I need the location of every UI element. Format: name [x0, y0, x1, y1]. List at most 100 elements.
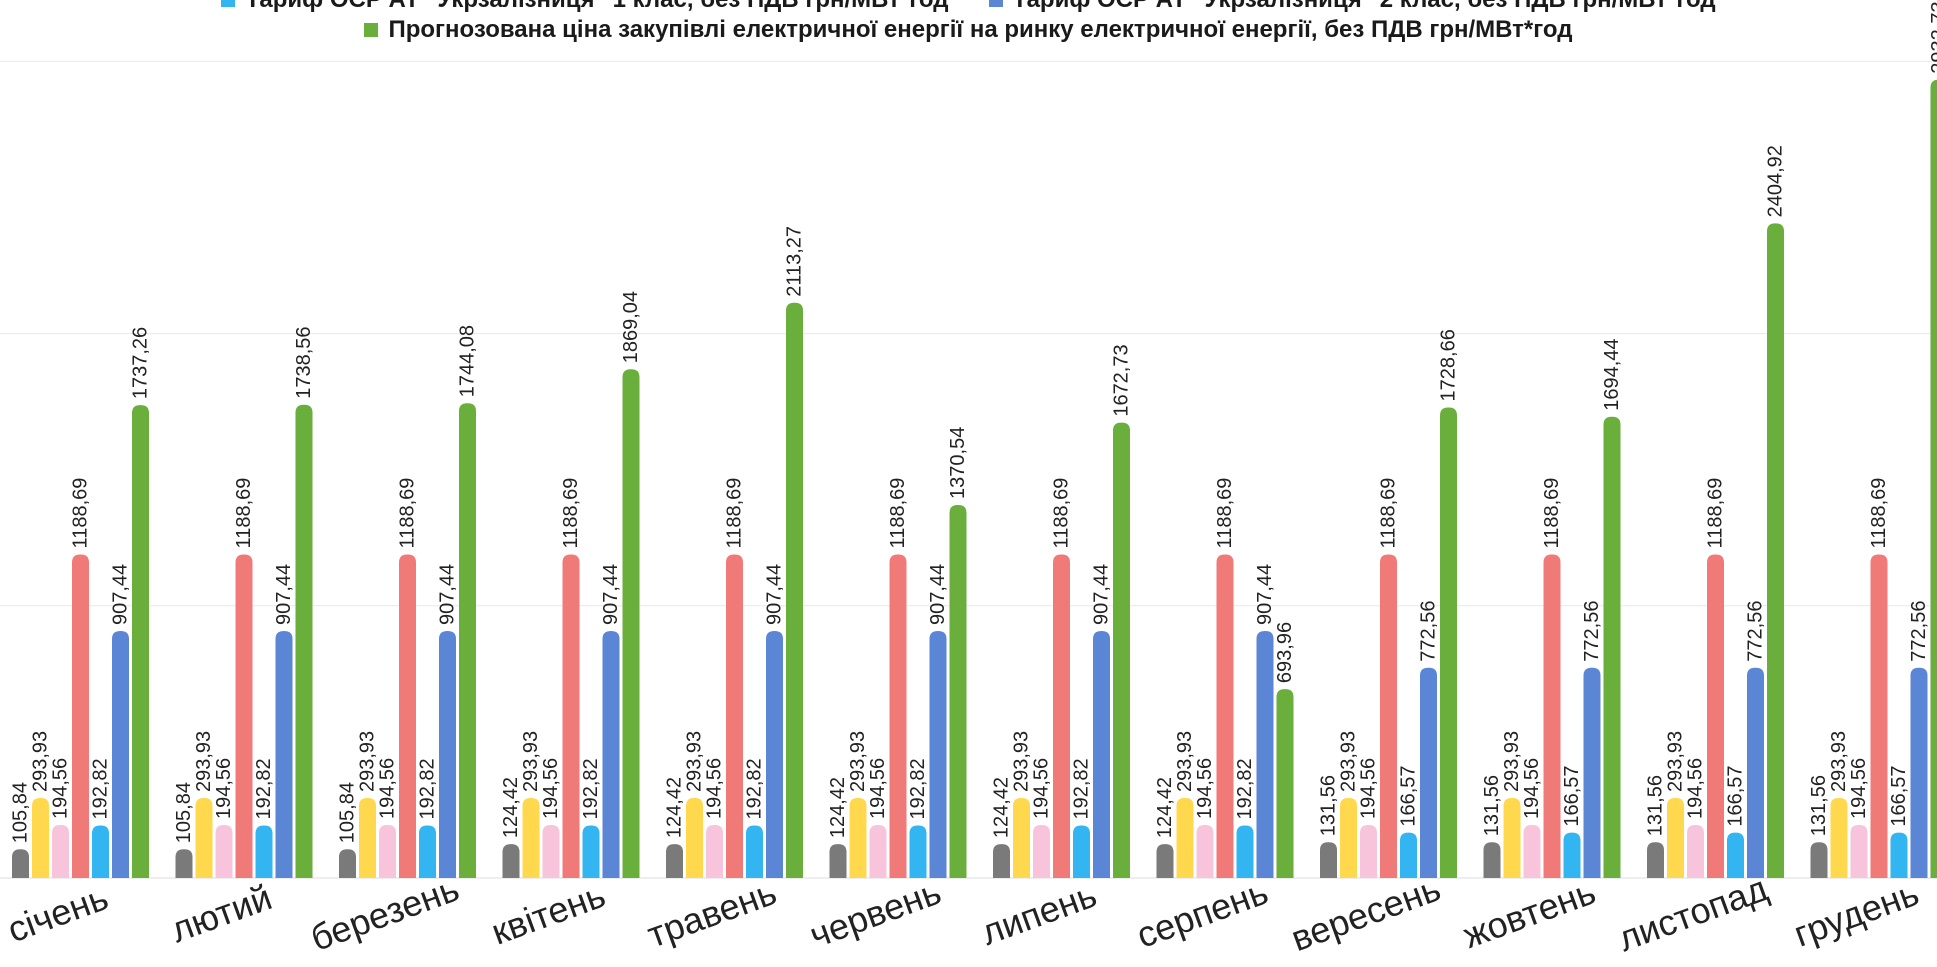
data-label: 907,44 [600, 564, 622, 625]
bar [1320, 842, 1337, 878]
data-label: 166,57 [1725, 765, 1747, 826]
category-label: червень [804, 871, 946, 956]
bar [706, 825, 723, 878]
data-label: 1188,69 [724, 478, 746, 549]
bar [276, 631, 293, 878]
data-label: 907,44 [437, 564, 459, 625]
bar [523, 798, 540, 878]
bar [1707, 554, 1724, 878]
data-label: 124,42 [1154, 777, 1176, 838]
data-label: 1694,44 [1601, 338, 1623, 410]
data-label: 907,44 [764, 564, 786, 625]
bar [766, 631, 783, 878]
bar [1564, 833, 1581, 878]
data-label: 772,56 [1418, 601, 1440, 662]
bar [1667, 798, 1684, 878]
bar [1113, 423, 1130, 878]
bar [1197, 825, 1214, 878]
category-label: липень [976, 874, 1102, 953]
bar [726, 554, 743, 878]
bar [910, 826, 927, 878]
bar [870, 825, 887, 878]
data-label: 907,44 [927, 564, 949, 625]
data-label: 1188,69 [1541, 478, 1563, 549]
data-label: 1188,69 [397, 478, 419, 549]
data-label: 194,56 [1358, 758, 1380, 819]
data-label: 105,84 [173, 782, 195, 843]
data-label: 105,84 [10, 782, 32, 843]
bar [132, 405, 149, 878]
data-label: 2932,73 [1928, 1, 1937, 73]
bar [930, 631, 947, 878]
bar [746, 826, 763, 878]
data-label: 192,82 [907, 758, 929, 819]
data-label: 1188,69 [1214, 478, 1236, 549]
data-label: 1869,04 [620, 291, 642, 363]
bar [12, 849, 29, 878]
bar [1687, 825, 1704, 878]
bar [1073, 826, 1090, 878]
bar [256, 826, 273, 878]
bar [623, 369, 640, 878]
data-label: 192,82 [90, 758, 112, 819]
bar [216, 825, 233, 878]
bar [1440, 407, 1457, 878]
category-label: травень [642, 871, 782, 955]
bar [1420, 668, 1437, 878]
data-label: 907,44 [110, 564, 132, 625]
data-label: 194,56 [1848, 758, 1870, 819]
bar [666, 844, 683, 878]
data-label: 293,93 [684, 731, 706, 792]
bar [1931, 80, 1937, 878]
data-label: 1370,54 [947, 427, 969, 499]
bar [543, 825, 560, 878]
data-label: 194,56 [1194, 758, 1216, 819]
data-label: 131,56 [1318, 775, 1340, 836]
data-label: 124,42 [500, 777, 522, 838]
data-label: 1737,26 [130, 327, 152, 399]
bar [339, 849, 356, 878]
data-label: 1188,69 [1378, 478, 1400, 549]
bar [1831, 798, 1848, 878]
data-label: 192,82 [580, 758, 602, 819]
bar [1380, 554, 1397, 878]
data-label: 124,42 [827, 777, 849, 838]
bar [1013, 798, 1030, 878]
bar [1647, 842, 1664, 878]
data-label: 293,93 [1828, 731, 1850, 792]
bar [1871, 554, 1888, 878]
data-label: 131,56 [1645, 775, 1667, 836]
bar [1217, 554, 1234, 878]
bar [1360, 825, 1377, 878]
bar [1911, 668, 1928, 878]
bar [1727, 833, 1744, 878]
bar [1584, 668, 1601, 878]
bar [176, 849, 193, 878]
bar [503, 844, 520, 878]
data-label: 2404,92 [1765, 145, 1787, 217]
data-label: 1728,66 [1438, 329, 1460, 401]
data-label: 166,57 [1561, 765, 1583, 826]
data-label: 192,82 [253, 758, 275, 819]
data-label: 907,44 [273, 564, 295, 625]
bar [1400, 833, 1417, 878]
bar [563, 554, 580, 878]
data-label: 2113,27 [784, 226, 806, 297]
bar [1811, 842, 1828, 878]
data-label: 194,56 [213, 758, 235, 819]
bar [439, 631, 456, 878]
data-label: 194,56 [50, 758, 72, 819]
bar [890, 554, 907, 878]
category-label: вересень [1286, 867, 1446, 959]
data-label: 124,42 [991, 777, 1013, 838]
category-label: лютий [165, 876, 277, 950]
data-label: 1188,69 [1705, 478, 1727, 549]
bar [296, 405, 313, 878]
bar [52, 825, 69, 878]
data-label: 131,56 [1808, 775, 1830, 836]
data-label: 192,82 [1071, 758, 1093, 819]
data-label: 1738,56 [293, 326, 315, 398]
bar [686, 798, 703, 878]
data-label: 1188,69 [70, 478, 92, 549]
